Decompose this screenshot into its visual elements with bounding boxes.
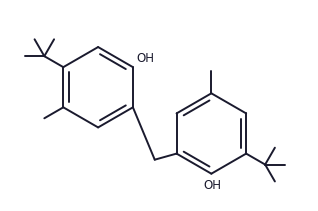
Text: OH: OH (136, 52, 155, 65)
Text: OH: OH (204, 179, 222, 192)
